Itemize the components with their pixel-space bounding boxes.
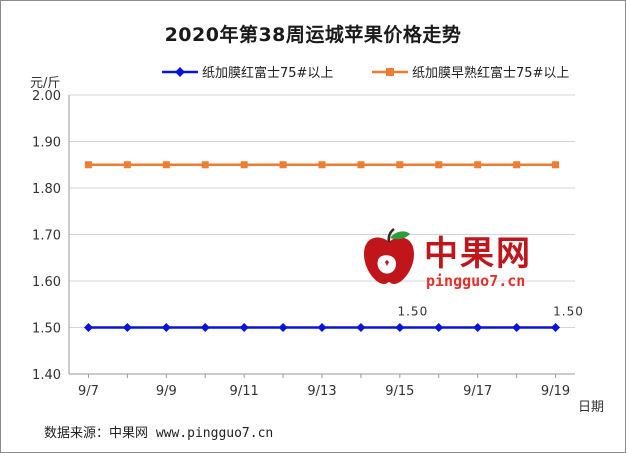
apple-logo-icon (364, 228, 414, 284)
legend-item-series-1: 纸加膜红富士75#以上 (162, 62, 333, 81)
x-tick-label: 9/9 (156, 384, 177, 399)
y-tick-label: 2.00 (32, 89, 61, 104)
data-point (434, 323, 444, 332)
data-point (474, 161, 482, 169)
data-point (513, 161, 521, 169)
x-tick-label: 9/17 (463, 384, 492, 399)
data-point (473, 323, 483, 332)
x-tick-label: 9/7 (78, 384, 99, 399)
data-point (161, 323, 171, 332)
legend-item-series-2: 纸加膜早熟红富士75#以上 (372, 62, 569, 81)
legend-label-series-1: 纸加膜红富士75#以上 (202, 66, 334, 81)
y-tick-label: 1.90 (32, 136, 61, 151)
y-tick-label: 1.70 (32, 229, 61, 244)
data-point (239, 323, 249, 332)
data-point (551, 323, 561, 332)
data-label: 1.50 (553, 305, 584, 319)
data-point (512, 323, 522, 332)
legend-marker-series-1 (162, 66, 198, 77)
watermark-name: 中果网 (424, 234, 532, 274)
x-tick-label: 9/19 (541, 384, 570, 399)
data-point (201, 161, 209, 169)
data-point (200, 323, 210, 332)
y-tick-label: 1.40 (32, 368, 61, 383)
data-point (279, 161, 287, 169)
y-axis-label: 元/斤 (30, 76, 61, 91)
y-tick-label: 1.60 (32, 275, 61, 290)
data-point (396, 161, 404, 169)
legend-marker-series-2 (372, 67, 408, 76)
data-point (395, 323, 405, 332)
x-tick-label: 9/13 (307, 384, 336, 399)
data-point (357, 161, 365, 169)
data-point (552, 161, 560, 169)
data-point (122, 323, 132, 332)
data-point (278, 323, 288, 332)
data-point (435, 161, 443, 169)
data-point (356, 323, 366, 332)
watermark-url: pingguo7.cn (426, 272, 526, 290)
y-tick-label: 1.80 (32, 182, 61, 197)
data-point (84, 161, 92, 169)
data-source: 数据来源：中果网 www.pingguo7.cn (44, 426, 274, 441)
data-point (123, 161, 131, 169)
data-point (83, 323, 93, 332)
legend-label-series-2: 纸加膜早熟红富士75#以上 (412, 66, 570, 81)
data-point (162, 161, 170, 169)
x-axis-label: 日期 (578, 400, 605, 415)
data-label: 1.50 (397, 305, 428, 319)
data-point (317, 323, 327, 332)
chart-title: 2020年第38周运城苹果价格走势 (164, 24, 462, 46)
x-tick-label: 9/11 (230, 384, 259, 399)
x-tick-label: 9/15 (385, 384, 414, 399)
data-point (240, 161, 248, 169)
data-point (318, 161, 326, 169)
y-tick-label: 1.50 (32, 322, 61, 337)
